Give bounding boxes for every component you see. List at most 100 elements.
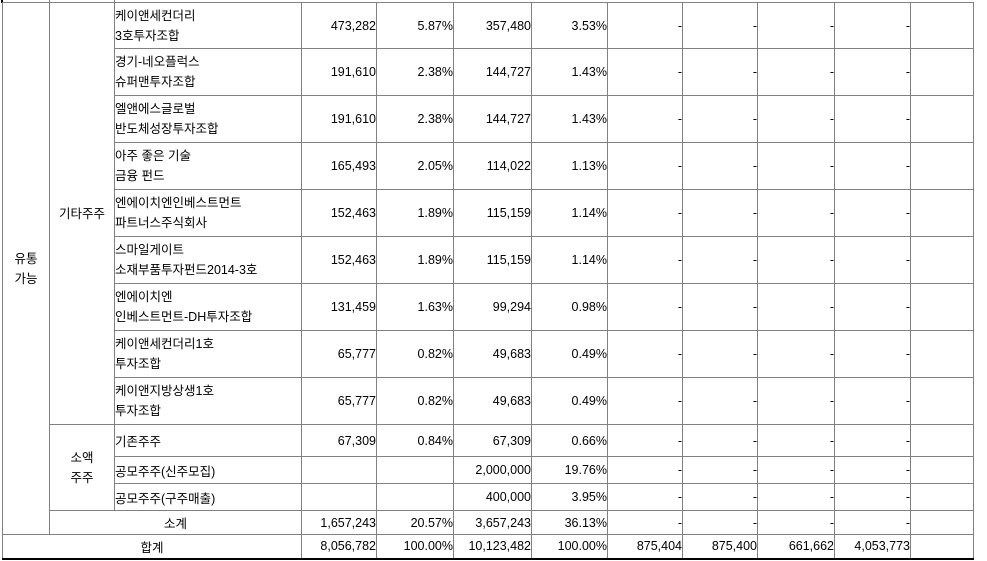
minority-label-cell: 공모주주(신주모집): [114, 456, 302, 484]
ratio-before-cell: 2.38%: [376, 48, 454, 96]
shareholder-distribution-table: 유통 가능 기타주주 케이앤세컨더리 3호투자조합 473,282 5.87% …: [2, 2, 974, 560]
dash-cell: -: [757, 483, 835, 511]
ratio-before-cell: 20.57%: [376, 510, 454, 535]
blank-cell: [910, 330, 974, 378]
dash-cell: -: [607, 424, 683, 457]
shareholder-name-cell: 경기-네오플럭스 슈퍼맨투자조합: [114, 48, 302, 96]
ratio-after-cell: 3.53%: [531, 2, 608, 49]
shares-after-cell: 144,727: [453, 48, 532, 96]
group-cell-minority: 소액 주주: [49, 424, 115, 511]
ratio-after-cell: 1.14%: [531, 236, 608, 284]
group-cell-circulation: 유통 가능: [2, 2, 50, 535]
ratio-after-cell: 36.13%: [531, 510, 608, 535]
shares-after-cell: 400,000: [453, 483, 532, 511]
ratio-before-cell: 0.84%: [376, 424, 454, 457]
shares-before-cell: [301, 483, 377, 511]
shares-before-cell: 67,309: [301, 424, 377, 457]
ratio-before-cell: 0.82%: [376, 330, 454, 378]
shares-before-cell: [301, 456, 377, 484]
group-label-line: 소액: [70, 450, 94, 465]
shares-after-cell: 49,683: [453, 377, 532, 425]
dash-cell: -: [757, 95, 835, 143]
shareholder-name-cell: 엔에이치엔 인베스트먼트-DH투자조합: [114, 283, 302, 331]
dash-cell: -: [607, 48, 683, 96]
shareholder-name-line: 투자조합: [115, 357, 162, 371]
shareholder-name-cell: 엔에이치엔인베스트먼트 파트너스주식회사: [114, 189, 302, 237]
shareholder-name-cell: 아주 좋은 기술 금융 펀드: [114, 142, 302, 190]
ratio-after-cell: 19.76%: [531, 456, 608, 484]
shareholder-name-line: 엔에이치엔: [115, 290, 173, 304]
ratio-after-cell: 1.13%: [531, 142, 608, 190]
dash-cell: -: [682, 142, 758, 190]
shareholder-name-line: 케이앤세컨더리: [115, 8, 196, 23]
dash-cell: -: [682, 48, 758, 96]
total-value-cell: 875,400: [682, 534, 758, 560]
dash-cell: -: [682, 424, 758, 457]
blank-cell: [910, 283, 974, 331]
dash-cell: -: [757, 189, 835, 237]
subtotal-label-cell: 소계: [49, 510, 302, 535]
shares-after-cell: 115,159: [453, 189, 532, 237]
group-label-line: 가능: [14, 271, 38, 286]
total-value-cell: 875,404: [607, 534, 683, 560]
dash-cell: -: [834, 510, 911, 535]
dash-cell: -: [757, 2, 835, 49]
shareholder-name-line: 반도체성장투자조합: [115, 122, 219, 136]
shares-after-cell: 144,727: [453, 95, 532, 143]
group-label-line: 기타주주: [58, 206, 105, 221]
dash-cell: -: [757, 142, 835, 190]
ratio-before-cell: 1.63%: [376, 283, 454, 331]
shareholder-name-line: 아주 좋은 기술: [115, 149, 191, 163]
dash-cell: -: [757, 330, 835, 378]
blank-cell: [910, 510, 974, 535]
dash-cell: -: [607, 456, 683, 484]
blank-cell: [910, 424, 974, 457]
ratio-before-cell: 2.38%: [376, 95, 454, 143]
blank-cell: [910, 377, 974, 425]
ratio-before-cell: 5.87%: [376, 2, 454, 49]
total-label-cell: 합계: [2, 534, 302, 560]
shareholder-name-cell: 케이앤세컨더리 3호투자조합: [114, 2, 302, 49]
total-value-cell: 4,053,773: [834, 534, 911, 560]
blank-cell: [910, 189, 974, 237]
dash-cell: -: [757, 377, 835, 425]
shareholder-name-cell: 스마일게이트 소재부품투자펀드2014-3호: [114, 236, 302, 284]
cut-top-border-col2-col3: [114, 0, 115, 3]
dash-cell: -: [834, 189, 911, 237]
ratio-after-cell: 0.66%: [531, 424, 608, 457]
cut-top-border-col1-col2: [49, 0, 50, 3]
shares-after-cell: 3,657,243: [453, 510, 532, 535]
dash-cell: -: [682, 95, 758, 143]
shares-before-cell: 191,610: [301, 48, 377, 96]
shares-before-cell: 191,610: [301, 95, 377, 143]
shares-before-cell: 152,463: [301, 236, 377, 284]
shareholder-name-line: 엔에이치엔인베스트먼트: [115, 196, 242, 210]
dash-cell: -: [682, 510, 758, 535]
dash-cell: -: [834, 48, 911, 96]
shareholder-name-line: 소재부품투자펀드2014-3호: [115, 263, 258, 277]
shares-before-cell: 65,777: [301, 330, 377, 378]
dash-cell: -: [607, 510, 683, 535]
dash-cell: -: [682, 283, 758, 331]
ratio-after-cell: 0.49%: [531, 377, 608, 425]
dash-cell: -: [607, 483, 683, 511]
dash-cell: -: [607, 142, 683, 190]
ratio-after-total-cell: 100.00%: [531, 534, 608, 560]
dash-cell: -: [834, 142, 911, 190]
shareholder-name-line: 스마일게이트: [115, 243, 185, 257]
dash-cell: -: [834, 330, 911, 378]
shares-before-cell: 152,463: [301, 189, 377, 237]
ratio-after-cell: 0.49%: [531, 330, 608, 378]
shareholder-name-line: 케이앤세컨더리1호: [115, 337, 214, 351]
shares-after-cell: 49,683: [453, 330, 532, 378]
shareholder-name-cell: 엘앤에스글로벌 반도체성장투자조합: [114, 95, 302, 143]
dash-cell: -: [607, 377, 683, 425]
shares-after-cell: 2,000,000: [453, 456, 532, 484]
dash-cell: -: [757, 236, 835, 284]
blank-cell: [910, 2, 974, 49]
ratio-before-cell: 2.05%: [376, 142, 454, 190]
dash-cell: -: [834, 2, 911, 49]
dash-cell: -: [607, 283, 683, 331]
dash-cell: -: [682, 483, 758, 511]
